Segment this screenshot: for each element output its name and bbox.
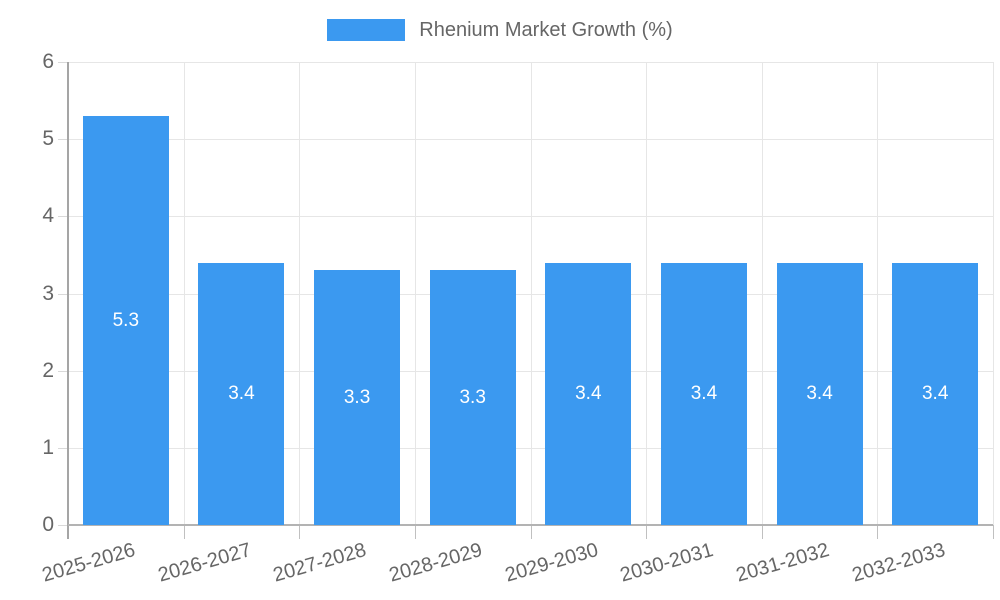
bar: 3.3 (429, 270, 516, 525)
x-axis-label: 2032-2033 (849, 539, 948, 587)
bar-value-label: 3.4 (228, 382, 255, 404)
bar-value-label: 3.4 (921, 382, 949, 404)
chart-legend[interactable]: Rhenium Market Growth (%) (0, 18, 1000, 42)
y-axis-label: 1 (42, 435, 54, 459)
legend-label: Rhenium Market Growth (%) (419, 19, 673, 41)
x-axis-label: 2027-2028 (271, 539, 370, 587)
y-axis-label: 4 (42, 204, 54, 228)
bar-value-label: 3.3 (459, 386, 486, 408)
bar: 5.3 (82, 116, 169, 525)
y-axis-label: 6 (42, 50, 54, 73)
bar-value-label: 5.3 (112, 309, 140, 331)
y-axis-label: 0 (42, 513, 54, 536)
x-axis-tick (299, 525, 301, 539)
y-axis-tick (58, 139, 68, 141)
x-axis-label: 2026-2027 (155, 539, 254, 587)
bar-value-label: 3.4 (806, 382, 833, 404)
gridline-vertical (414, 62, 416, 525)
x-axis-tick (530, 525, 532, 539)
bar-value-label: 3.4 (575, 382, 602, 404)
x-axis-label: 2025-2026 (39, 539, 138, 587)
y-axis-label: 3 (42, 281, 54, 305)
y-axis-label: 5 (42, 127, 54, 151)
gridline-vertical (183, 62, 185, 525)
bar-value-label: 3.4 (690, 382, 718, 404)
bar-value-label: 3.3 (343, 386, 371, 408)
bar: 3.4 (660, 262, 747, 525)
gridline-vertical (761, 62, 763, 525)
bar: 3.4 (892, 262, 979, 525)
gridline-vertical (299, 62, 301, 525)
x-axis-tick (414, 525, 416, 539)
x-axis-tick (646, 525, 648, 539)
bar: 3.4 (545, 262, 632, 525)
x-axis-label: 2029-2030 (502, 539, 601, 587)
bar: 3.4 (776, 262, 863, 525)
y-axis-tick (58, 370, 68, 372)
x-axis-label: 2030-2031 (617, 539, 717, 587)
y-axis-label: 2 (42, 358, 54, 382)
y-axis-tick (58, 293, 68, 295)
x-axis-line (68, 524, 993, 526)
x-axis-tick (877, 525, 879, 539)
legend-swatch (327, 19, 406, 41)
bar: 3.4 (198, 262, 285, 525)
x-axis-tick (993, 525, 994, 539)
x-axis-label: 2028-2029 (386, 539, 485, 587)
gridline-vertical (993, 62, 994, 525)
gridline-vertical (530, 62, 532, 525)
gridline-vertical (646, 62, 648, 525)
x-axis-tick (183, 525, 185, 539)
gridline-vertical (877, 62, 879, 525)
x-axis-label: 2031-2032 (733, 539, 832, 587)
bar: 3.3 (314, 270, 401, 525)
y-axis-tick (58, 525, 68, 526)
y-axis-tick (58, 62, 68, 63)
y-axis-tick (58, 447, 68, 449)
x-axis-tick (761, 525, 763, 539)
y-axis-line (67, 62, 69, 539)
y-axis-tick (58, 216, 68, 218)
